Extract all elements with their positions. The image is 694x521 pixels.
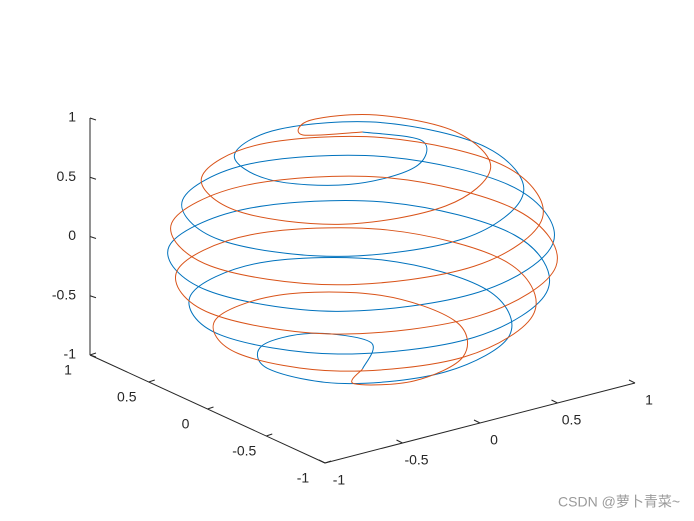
y-tick [266,433,273,437]
x-tick-label: 0 [490,432,498,448]
z-tick [89,354,97,358]
watermark: CSDN @萝卜青菜~ [558,494,680,510]
z-tick-label: -1 [64,346,77,362]
y-tick [207,406,214,410]
y-tick [324,460,332,464]
y-tick-label: 0.5 [117,389,137,405]
x-tick [551,399,558,404]
z-tick [89,176,97,180]
x-tick-label: 0.5 [562,412,582,428]
y-tick-label: -0.5 [232,443,256,459]
z-tick [89,117,97,121]
x-tick [318,459,326,464]
y-tick-label: -1 [297,470,310,486]
z-tick-label: 0.5 [57,168,77,184]
z-tick-label: 1 [68,109,76,125]
y-tick [89,352,97,356]
x-tick-label: 1 [645,392,653,408]
z-tick-label: 0 [68,227,76,243]
spiral-line [170,113,558,386]
y-tick [148,379,155,383]
x-tick [628,379,636,384]
z-tick [89,236,97,239]
spiral-line [167,121,555,385]
x-tick [473,419,481,424]
y-tick-label: 0 [182,416,190,432]
y-tick-label: 1 [64,362,72,378]
z-tick [89,295,97,299]
x-tick [396,439,403,444]
x-tick-label: -1 [333,472,346,488]
z-tick-label: -0.5 [52,286,76,302]
x-tick-label: -0.5 [404,452,428,468]
